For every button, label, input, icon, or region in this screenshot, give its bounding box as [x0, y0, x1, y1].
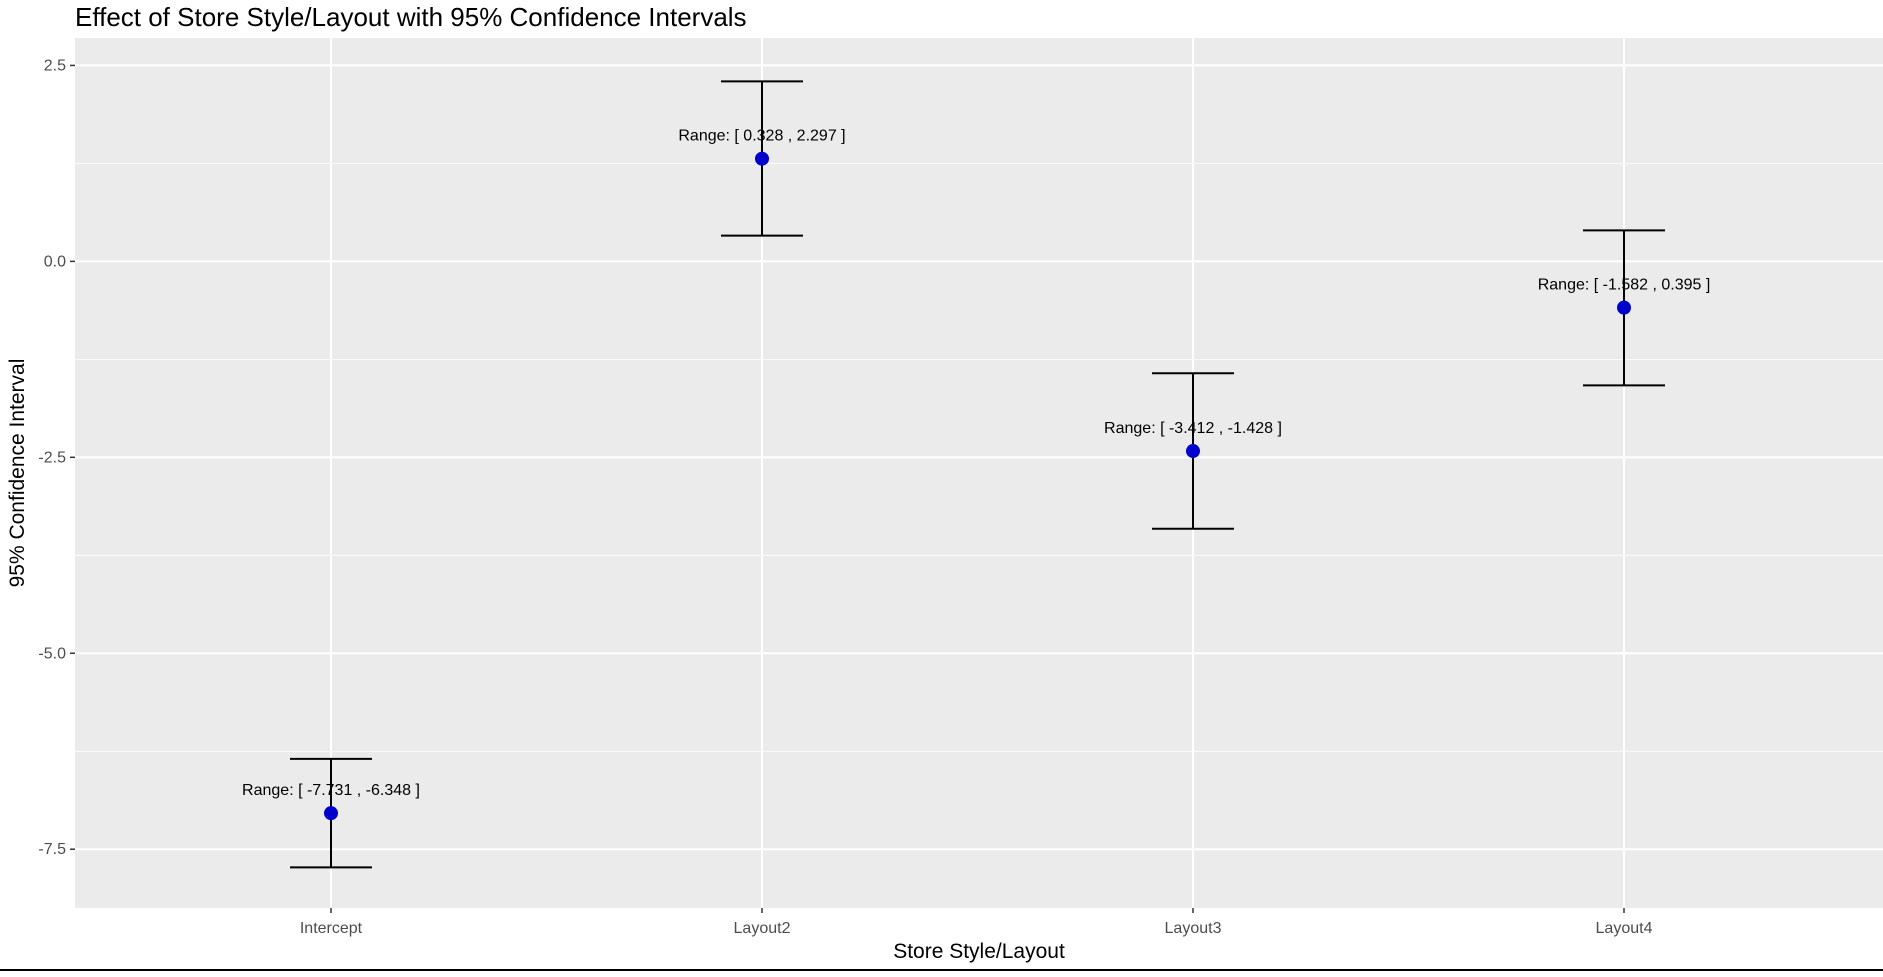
- y-axis-title: 95% Confidence Interval: [6, 359, 29, 588]
- estimate-point: [1186, 444, 1200, 459]
- point-layer: [324, 151, 1631, 821]
- y-tick-label: 0.0: [44, 253, 66, 270]
- range-label: Range: [ 0.328 , 2.297 ]: [678, 128, 845, 145]
- y-tick-label: 2.5: [44, 57, 66, 74]
- y-tick-label: -5.0: [38, 645, 66, 662]
- estimate-point: [1617, 300, 1631, 315]
- x-tick-label: Layout3: [1165, 920, 1222, 937]
- plot-panel: [75, 38, 1883, 908]
- range-label: Range: [ -3.412 , -1.428 ]: [1104, 420, 1282, 437]
- x-axis: Intercept Layout2 Layout3 Layout4: [300, 908, 1653, 937]
- estimate-point: [755, 151, 769, 166]
- y-axis: 2.5 0.0 -2.5 -5.0 -7.5: [38, 57, 75, 858]
- x-tick-label: Layout2: [734, 920, 791, 937]
- y-tick-label: -7.5: [38, 841, 66, 858]
- errorbar-layer: [290, 80, 1665, 869]
- x-axis-title: Store Style/Layout: [893, 940, 1065, 963]
- range-label: Range: [ -1.582 , 0.395 ]: [1538, 277, 1711, 294]
- estimate-point: [324, 806, 338, 821]
- range-label: Range: [ -7.731 , -6.348 ]: [242, 782, 420, 799]
- y-tick-label: -2.5: [38, 449, 66, 466]
- bottom-border: [0, 969, 1883, 971]
- x-tick-label: Intercept: [300, 920, 363, 937]
- x-tick-label: Layout4: [1596, 920, 1653, 937]
- chart-title: Effect of Store Style/Layout with 95% Co…: [75, 2, 747, 32]
- point-label-layer: Range: [ -7.731 , -6.348 ] Range: [ 0.328…: [242, 128, 1710, 799]
